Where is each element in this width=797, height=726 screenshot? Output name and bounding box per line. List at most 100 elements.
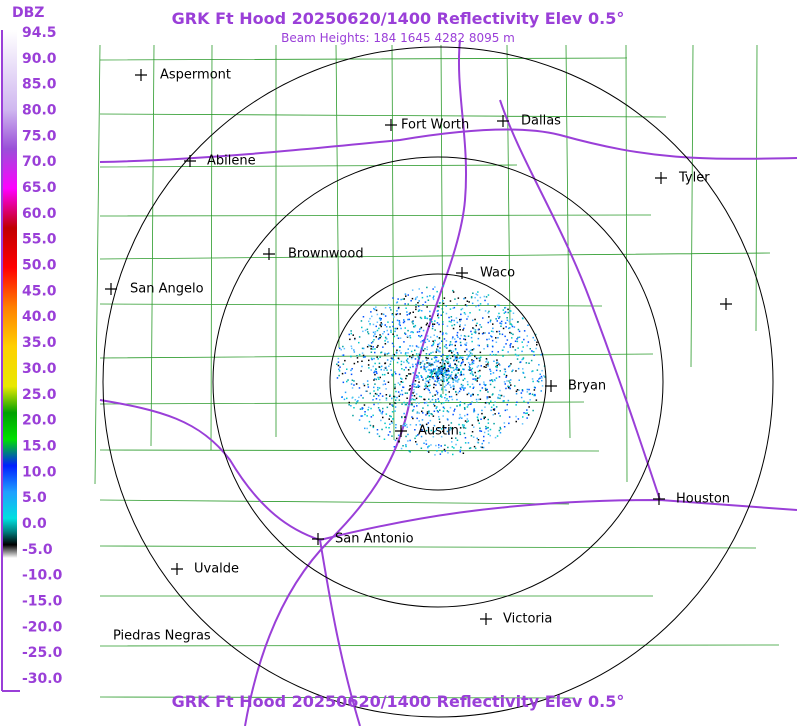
echo-pixel bbox=[463, 327, 465, 330]
echo-pixel bbox=[504, 311, 507, 313]
echo-pixel bbox=[500, 325, 502, 327]
echo-pixel bbox=[474, 331, 477, 333]
echo-pixel bbox=[456, 334, 458, 337]
echo-pixel bbox=[445, 312, 448, 315]
city-label: Austin bbox=[418, 424, 459, 439]
echo-pixel bbox=[417, 362, 419, 364]
echo-pixel bbox=[490, 330, 493, 332]
echo-pixel bbox=[412, 382, 415, 385]
echo-pixel bbox=[344, 359, 346, 362]
echo-pixel bbox=[425, 414, 427, 416]
echo-pixel bbox=[480, 418, 482, 420]
echo-pixel bbox=[534, 333, 537, 336]
echo-pixel bbox=[453, 379, 456, 381]
echo-pixel bbox=[442, 410, 445, 412]
echo-pixel bbox=[487, 303, 489, 305]
echo-pixel bbox=[433, 368, 435, 370]
echo-pixel bbox=[489, 428, 492, 431]
echo-pixel bbox=[387, 341, 389, 343]
echo-pixel bbox=[404, 327, 406, 329]
echo-pixel bbox=[371, 358, 373, 361]
echo-pixel bbox=[443, 365, 446, 368]
echo-pixel bbox=[384, 315, 387, 317]
echo-pixel bbox=[480, 446, 482, 448]
echo-pixel bbox=[427, 422, 430, 424]
echo-pixel bbox=[484, 402, 487, 404]
echo-pixel bbox=[402, 445, 404, 447]
echo-pixel bbox=[498, 429, 501, 432]
echo-pixel bbox=[521, 390, 524, 392]
highway bbox=[244, 39, 468, 726]
echo-pixel bbox=[362, 354, 365, 357]
echo-pixel bbox=[368, 420, 371, 423]
echo-pixel bbox=[478, 376, 481, 379]
echo-pixel bbox=[376, 321, 379, 323]
echo-pixel bbox=[423, 442, 425, 444]
echo-pixel bbox=[380, 325, 382, 328]
echo-pixel bbox=[372, 365, 374, 368]
echo-pixel bbox=[388, 304, 390, 306]
echo-pixel bbox=[450, 321, 452, 323]
echo-pixel bbox=[503, 368, 506, 370]
echo-pixel bbox=[378, 409, 381, 411]
echo-pixel bbox=[341, 372, 344, 375]
echo-pixel bbox=[427, 446, 429, 448]
echo-pixel bbox=[415, 377, 417, 379]
echo-pixel bbox=[421, 376, 423, 378]
echo-pixel bbox=[425, 357, 428, 359]
echo-pixel bbox=[415, 397, 418, 400]
echo-pixel bbox=[494, 413, 496, 415]
echo-pixel bbox=[369, 424, 372, 427]
echo-pixel bbox=[471, 373, 474, 375]
legend-label: 40.0 bbox=[22, 309, 57, 325]
echo-pixel bbox=[394, 371, 396, 373]
echo-pixel bbox=[409, 388, 411, 390]
echo-pixel bbox=[393, 335, 396, 338]
echo-pixel bbox=[437, 375, 439, 378]
echo-pixel bbox=[415, 435, 418, 437]
echo-pixel bbox=[515, 420, 517, 423]
echo-pixel bbox=[445, 340, 448, 342]
echo-pixel bbox=[514, 340, 517, 342]
legend-label: 20.0 bbox=[22, 413, 57, 429]
echo-pixel bbox=[490, 335, 492, 337]
echo-pixel bbox=[412, 398, 415, 401]
echo-pixel bbox=[374, 370, 376, 372]
echo-pixel bbox=[414, 383, 416, 386]
echo-pixel bbox=[384, 352, 386, 355]
echo-pixel bbox=[404, 333, 407, 335]
echo-pixel bbox=[421, 349, 424, 351]
echo-pixel bbox=[544, 376, 546, 378]
echo-pixel bbox=[528, 362, 530, 364]
echo-pixel bbox=[360, 415, 362, 417]
echo-pixel bbox=[385, 388, 387, 390]
echo-pixel bbox=[382, 333, 384, 335]
echo-pixel bbox=[403, 361, 405, 363]
echo-pixel bbox=[490, 409, 492, 412]
echo-pixel bbox=[382, 407, 384, 410]
echo-pixel bbox=[377, 338, 380, 340]
echo-pixel bbox=[387, 333, 390, 336]
echo-pixel bbox=[434, 320, 436, 322]
echo-pixel bbox=[432, 325, 434, 327]
echo-pixel bbox=[429, 372, 431, 374]
echo-pixel bbox=[337, 364, 340, 367]
echo-pixel bbox=[522, 317, 524, 320]
echo-pixel bbox=[432, 323, 434, 325]
echo-pixel bbox=[397, 337, 400, 339]
echo-pixel bbox=[496, 330, 498, 333]
city-marker bbox=[105, 283, 117, 295]
echo-pixel bbox=[520, 392, 523, 394]
echo-pixel bbox=[377, 344, 379, 347]
echo-pixel bbox=[384, 354, 386, 356]
echo-pixel bbox=[414, 380, 417, 382]
echo-pixel bbox=[427, 388, 429, 391]
city-label: Tyler bbox=[678, 171, 710, 186]
echo-pixel bbox=[418, 357, 421, 359]
echo-pixel bbox=[446, 325, 449, 327]
echo-pixel bbox=[523, 412, 525, 414]
city-marker bbox=[385, 119, 397, 131]
echo-pixel bbox=[495, 354, 497, 356]
echo-pixel bbox=[454, 376, 456, 379]
echo-pixel bbox=[498, 376, 501, 378]
